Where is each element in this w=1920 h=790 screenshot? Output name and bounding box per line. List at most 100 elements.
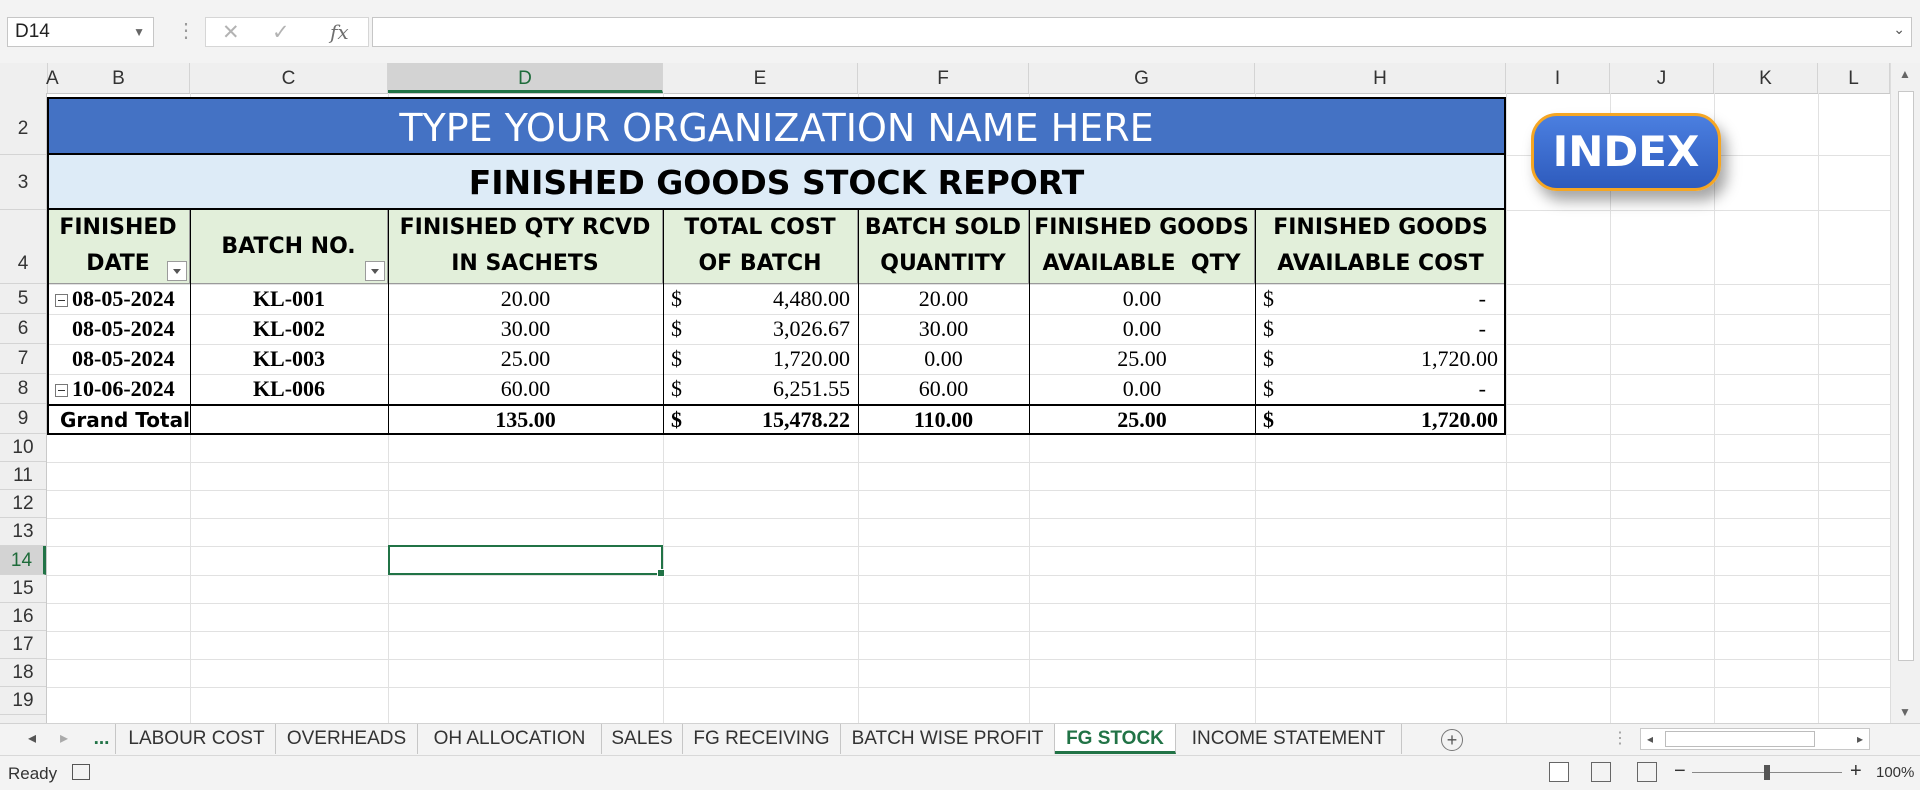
cell-total-cost[interactable]: $4,480.00	[663, 284, 858, 314]
header-qty-rcvd[interactable]: FINISHED QTY RCVD IN SACHETS	[388, 210, 663, 283]
column-header-l[interactable]: L	[1818, 63, 1890, 93]
cell-available-qty[interactable]: 0.00	[1122, 376, 1162, 401]
cell-available-cost[interactable]: $ -	[1255, 314, 1506, 344]
zoom-out-icon[interactable]: −	[1674, 760, 1686, 782]
enter-check-icon[interactable]: ✓	[272, 21, 290, 44]
cell-qty-rcvd[interactable]: 60.00	[500, 376, 551, 401]
cancel-icon[interactable]: ✕	[222, 21, 240, 44]
header-total-cost[interactable]: TOTAL COST OF BATCH	[663, 210, 858, 283]
formula-input[interactable]: ⌄	[372, 17, 1912, 47]
report-title[interactable]: FINISHED GOODS STOCK REPORT	[47, 155, 1506, 210]
total-batch-sold[interactable]: 110.00	[913, 407, 974, 432]
chevron-down-icon[interactable]: ▼	[133, 25, 145, 39]
selected-cell-d14[interactable]	[388, 545, 665, 577]
tab-oh-allocation[interactable]: OH ALLOCATION	[418, 724, 602, 754]
tab-more[interactable]: ...	[88, 724, 116, 754]
tab-scroll-left-icon[interactable]: ◂	[28, 730, 37, 747]
row-header-4[interactable]: 4	[0, 210, 46, 284]
filter-dropdown-icon[interactable]	[365, 261, 385, 281]
tab-fg-stock[interactable]: FG STOCK	[1055, 724, 1176, 754]
cell-finished-date[interactable]: 10-06-2024	[55, 374, 190, 404]
organization-name-title[interactable]: TYPE YOUR ORGANIZATION NAME HERE	[47, 97, 1506, 155]
header-finished-date[interactable]: FINISHED DATE	[47, 210, 190, 283]
tab-overheads[interactable]: OVERHEADS	[276, 724, 418, 754]
header-fg-available-cost[interactable]: FINISHED GOODS AVAILABLE COST	[1255, 210, 1506, 283]
total-qty-rcvd[interactable]: 135.00	[495, 407, 556, 432]
scroll-up-icon[interactable]: ▲	[1899, 67, 1911, 81]
more-options-icon[interactable]: ⋮	[176, 20, 196, 42]
tab-fg-receiving[interactable]: FG RECEIVING	[683, 724, 841, 754]
index-button[interactable]: INDEX	[1531, 113, 1721, 191]
normal-view-icon[interactable]	[1549, 762, 1569, 782]
row-header-3[interactable]: 3	[0, 155, 46, 210]
vertical-scroll-thumb[interactable]	[1898, 91, 1914, 661]
column-header-j[interactable]: J	[1610, 63, 1714, 93]
horizontal-scrollbar[interactable]: ◂ ▸	[1640, 728, 1870, 750]
scroll-right-icon[interactable]: ▸	[1856, 732, 1863, 746]
tab-income-statement[interactable]: INCOME STATEMENT	[1176, 724, 1402, 754]
vertical-scrollbar[interactable]: ▲ ▼	[1890, 63, 1920, 723]
column-header-k[interactable]: K	[1714, 63, 1818, 93]
cell-finished-date[interactable]: 08-05-2024	[72, 346, 175, 371]
cell-qty-rcvd[interactable]: 30.00	[500, 316, 551, 341]
tab-labour-cost[interactable]: LABOUR COST	[118, 724, 276, 754]
cell-available-qty[interactable]: 0.00	[1122, 286, 1162, 311]
column-header-c[interactable]: C	[190, 63, 388, 93]
cell-batch-sold[interactable]: 20.00	[918, 286, 969, 311]
column-header-d[interactable]: D	[388, 63, 663, 93]
total-available-cost[interactable]: $1,720.00	[1255, 405, 1506, 435]
page-break-view-icon[interactable]	[1637, 762, 1657, 782]
cell-batch-sold[interactable]: 0.00	[924, 346, 963, 371]
column-header-g[interactable]: G	[1029, 63, 1255, 93]
column-header-f[interactable]: F	[858, 63, 1029, 93]
filter-dropdown-icon[interactable]	[167, 261, 187, 281]
collapse-group-icon[interactable]	[55, 384, 68, 397]
header-batch-no[interactable]: BATCH NO.	[190, 210, 388, 283]
cell-total-cost[interactable]: $3,026.67	[663, 314, 858, 344]
row-header-6[interactable]: 6	[0, 314, 46, 344]
macro-record-icon[interactable]	[72, 764, 90, 780]
row-header-12[interactable]: 12	[0, 490, 46, 518]
collapse-group-icon[interactable]	[55, 294, 68, 307]
row-header-14[interactable]: 14	[0, 546, 46, 575]
row-header-19[interactable]: 19	[0, 687, 46, 715]
horizontal-scroll-thumb[interactable]	[1665, 731, 1815, 747]
row-header-11[interactable]: 11	[0, 462, 46, 490]
row-header-7[interactable]: 7	[0, 344, 46, 374]
row-header-17[interactable]: 17	[0, 631, 46, 659]
row-header-16[interactable]: 16	[0, 603, 46, 631]
tab-scroll-right-icon[interactable]: ▸	[60, 730, 69, 747]
page-layout-view-icon[interactable]	[1591, 762, 1611, 782]
cell-available-cost[interactable]: $ -	[1255, 284, 1506, 314]
name-box[interactable]: D14 ▼	[7, 17, 154, 47]
cell-available-cost[interactable]: $1,720.00	[1255, 344, 1506, 374]
scroll-left-icon[interactable]: ◂	[1647, 732, 1654, 746]
tab-sales[interactable]: SALES	[602, 724, 683, 754]
cell-total-cost[interactable]: $6,251.55	[663, 374, 858, 404]
cell-batch-no[interactable]: KL-003	[252, 346, 326, 371]
cell-available-cost[interactable]: $ -	[1255, 374, 1506, 404]
cell-batch-no[interactable]: KL-001	[252, 286, 326, 311]
row-header-8[interactable]: 8	[0, 374, 46, 404]
row-header-15[interactable]: 15	[0, 575, 46, 603]
total-available-qty[interactable]: 25.00	[1117, 407, 1167, 432]
row-header-2[interactable]: 2	[0, 93, 46, 155]
column-header-h[interactable]: H	[1255, 63, 1506, 93]
chevron-down-icon[interactable]: ⌄	[1893, 21, 1905, 37]
tab-split-handle-icon[interactable]: ⋮	[1612, 730, 1628, 747]
cell-qty-rcvd[interactable]: 20.00	[500, 286, 551, 311]
row-header-10[interactable]: 10	[0, 434, 46, 462]
cell-available-qty[interactable]: 0.00	[1122, 316, 1162, 341]
zoom-level[interactable]: 100%	[1876, 764, 1915, 781]
add-sheet-icon[interactable]: +	[1441, 729, 1463, 751]
zoom-slider-thumb[interactable]	[1764, 765, 1770, 780]
fill-handle[interactable]	[657, 569, 665, 577]
total-cost[interactable]: $15,478.22	[663, 405, 858, 435]
row-header-9[interactable]: 9	[0, 404, 46, 434]
cell-available-qty[interactable]: 25.00	[1117, 346, 1167, 371]
column-header-e[interactable]: E	[663, 63, 858, 93]
column-header-i[interactable]: I	[1506, 63, 1610, 93]
row-header-5[interactable]: 5	[0, 284, 46, 314]
cell-batch-sold[interactable]: 30.00	[918, 316, 969, 341]
header-fg-available-qty[interactable]: FINISHED GOODS AVAILABLE QTY	[1029, 210, 1255, 283]
